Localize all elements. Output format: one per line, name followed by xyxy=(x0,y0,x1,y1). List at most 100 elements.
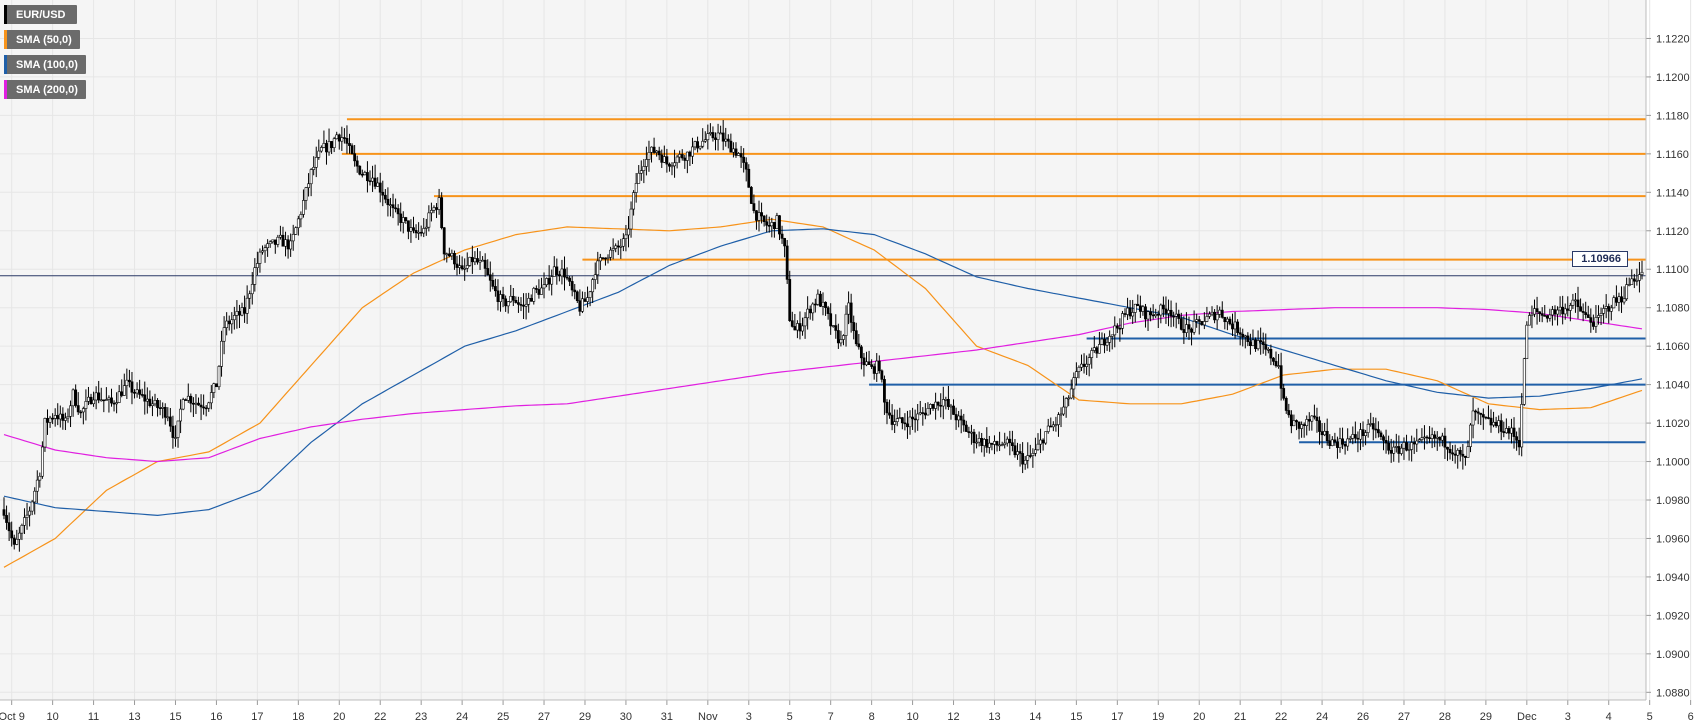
candle-body xyxy=(1504,428,1508,434)
candle-body xyxy=(394,207,397,210)
candle-body xyxy=(1635,280,1639,282)
candle-body xyxy=(1464,455,1467,458)
y-tick-label: 1.1140 xyxy=(1656,187,1689,199)
candle-body xyxy=(908,416,912,428)
candle-body xyxy=(1254,339,1257,350)
candle-body xyxy=(1507,428,1511,434)
candle-body xyxy=(1487,417,1490,419)
candle-body xyxy=(1289,414,1293,427)
legend-label: SMA (200,0) xyxy=(16,83,78,96)
candle-body xyxy=(757,212,761,221)
candle-body xyxy=(1103,338,1106,346)
candle-body xyxy=(1489,417,1493,426)
candle-body xyxy=(926,408,930,416)
candle-body xyxy=(383,194,387,200)
candle-body xyxy=(1558,306,1562,311)
candle-body xyxy=(1397,446,1401,454)
candle-body xyxy=(396,208,400,215)
legend-item-sma-50[interactable]: SMA (50,0) xyxy=(4,30,80,49)
candle-body xyxy=(1323,431,1327,436)
candle-body xyxy=(670,165,674,168)
y-tick-label: 1.1120 xyxy=(1656,226,1689,238)
candle-body xyxy=(1156,313,1160,316)
candle-body xyxy=(245,297,249,314)
candle-body xyxy=(821,301,825,307)
candle-body xyxy=(458,265,461,268)
candle-body xyxy=(1182,329,1186,333)
legend-item-sma-200[interactable]: SMA (200,0) xyxy=(4,80,86,99)
candle-body xyxy=(583,298,587,302)
candle-body xyxy=(491,280,495,287)
candle-body xyxy=(918,412,922,415)
candle-body xyxy=(1556,309,1559,315)
candle-body xyxy=(959,415,963,421)
candle-body xyxy=(463,267,467,270)
candle-body xyxy=(1466,446,1470,458)
candle-body xyxy=(1632,278,1636,282)
candle-body xyxy=(1218,309,1222,315)
candle-body xyxy=(831,325,835,327)
x-tick-label: 24 xyxy=(1316,711,1328,723)
candle-body xyxy=(995,441,999,446)
candle-body xyxy=(987,442,991,448)
candle-body xyxy=(1213,311,1216,321)
candle-body xyxy=(691,146,694,157)
candle-body xyxy=(1415,440,1419,445)
candle-body xyxy=(355,160,359,167)
candle-body xyxy=(240,307,244,316)
candle-body xyxy=(1200,321,1204,326)
candle-body xyxy=(1292,420,1296,427)
candle-body xyxy=(957,415,961,421)
x-tick-label: 28 xyxy=(1439,711,1451,723)
candle-body xyxy=(1479,412,1483,415)
candle-body xyxy=(430,210,433,214)
candle-body xyxy=(790,320,794,327)
x-tick-label: 3 xyxy=(1565,711,1571,723)
candle-body xyxy=(1494,421,1498,427)
candle-body xyxy=(107,397,111,400)
legend-item-eurusd[interactable]: EUR/USD xyxy=(4,5,77,24)
candle-body xyxy=(279,234,282,238)
candle-body xyxy=(826,307,830,314)
candle-body xyxy=(591,279,595,293)
legend-item-sma-100[interactable]: SMA (100,0) xyxy=(4,55,86,74)
candle-body xyxy=(389,204,392,206)
candle-body xyxy=(296,218,300,229)
candle-body xyxy=(1041,439,1045,444)
x-tick-label: 25 xyxy=(497,711,509,723)
candle-body xyxy=(537,289,541,295)
candle-body xyxy=(1115,325,1119,329)
candle-body xyxy=(455,263,459,268)
x-tick-label: 31 xyxy=(661,711,673,723)
y-tick-label: 1.0900 xyxy=(1656,649,1690,661)
candle-body xyxy=(941,399,945,407)
candle-body xyxy=(51,417,55,420)
candle-body xyxy=(424,226,428,229)
candle-body xyxy=(128,379,131,383)
candle-body xyxy=(880,370,884,380)
candle-body xyxy=(1620,296,1623,303)
candle-body xyxy=(808,308,812,314)
candle-body xyxy=(660,154,664,163)
candle-body xyxy=(35,479,39,492)
x-tick-label: 17 xyxy=(1111,711,1123,723)
candle-body xyxy=(186,395,190,401)
candle-body xyxy=(639,170,643,174)
candle-body xyxy=(985,439,989,448)
candle-body xyxy=(673,162,676,167)
candle-body xyxy=(1287,410,1291,416)
candle-body xyxy=(775,215,779,229)
candle-body xyxy=(1540,313,1544,316)
candle-body xyxy=(212,383,216,393)
candle-body xyxy=(1220,309,1224,318)
candle-body xyxy=(360,173,364,176)
candle-body xyxy=(885,401,889,414)
candle-body xyxy=(1202,321,1206,326)
candle-body xyxy=(143,394,147,402)
candle-body xyxy=(1095,347,1099,354)
candle-body xyxy=(1057,414,1060,425)
candle-body xyxy=(1282,388,1286,399)
y-tick-label: 1.0880 xyxy=(1656,687,1690,699)
x-tick-label: 18 xyxy=(292,711,304,723)
candle-body xyxy=(304,187,308,201)
